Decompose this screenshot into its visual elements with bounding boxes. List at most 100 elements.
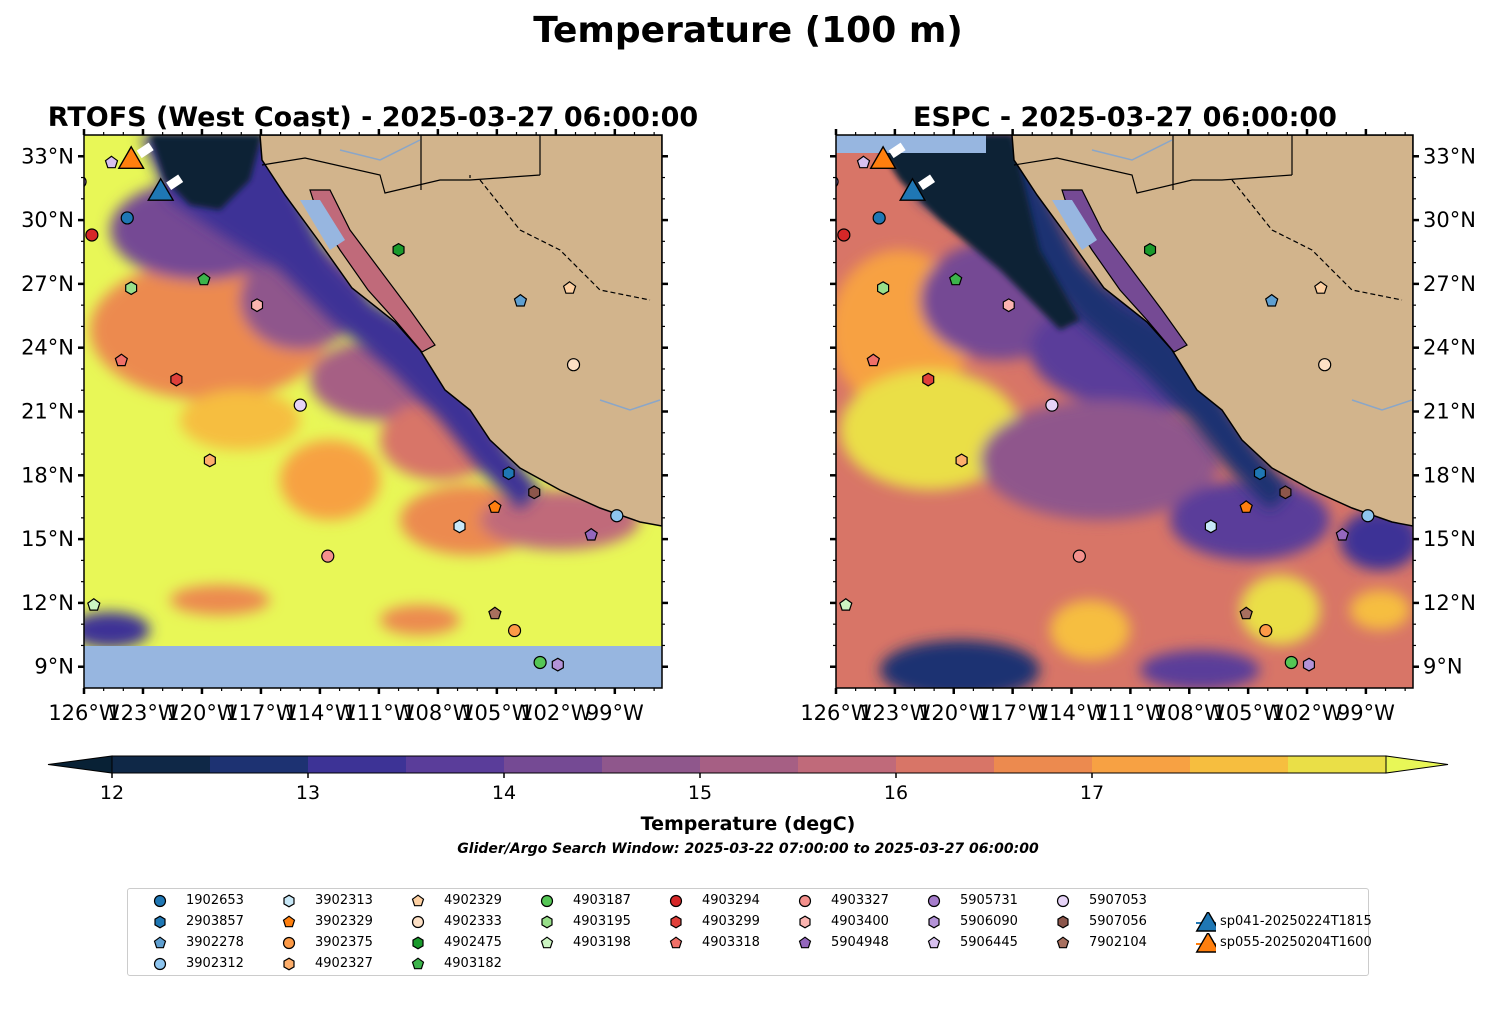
glider-marker-sp055-20250204T1600 <box>117 145 145 170</box>
lon-tick-label: 117°W <box>225 701 297 725</box>
legend-label: 4902327 <box>315 956 373 971</box>
lat-tick-label: 30°N <box>21 208 74 232</box>
legend-float-marker <box>669 936 683 949</box>
lat-tick-label: 21°N <box>1423 400 1476 424</box>
float-marker-7902104 <box>488 606 502 620</box>
colorbar-tick-label: 17 <box>1080 782 1104 804</box>
legend-float-marker <box>282 936 296 950</box>
legend-marker-icon <box>283 894 295 908</box>
float-marker-3902329 <box>488 500 502 513</box>
legend-float-marker <box>282 915 296 928</box>
rivers <box>339 139 661 411</box>
legend-marker-icon <box>1056 894 1070 908</box>
rivers <box>1091 139 1413 411</box>
float-marker-5906445 <box>856 155 871 169</box>
float-marker-3902329 <box>1239 500 1253 513</box>
colorbar-tick-label: 13 <box>296 782 320 804</box>
float-marker-4902475 <box>392 242 405 257</box>
lon-tick-label: 123°W <box>107 701 179 725</box>
legend-label: 5907053 <box>1089 893 1147 908</box>
legend-float-marker <box>283 957 295 971</box>
panel-title: RTOFS (West Coast) - 2025-03-27 06:00:00 <box>48 102 698 133</box>
colorbar-bin <box>700 756 799 773</box>
legend-float-marker <box>540 894 554 908</box>
legend-label: 3902313 <box>315 893 373 908</box>
legend-marker-icon <box>670 915 682 929</box>
float-marker-5907056 <box>1279 485 1292 500</box>
float-marker-3902312 <box>610 509 624 523</box>
legend-float-marker <box>153 936 167 949</box>
float-marker-3902375 <box>507 623 522 638</box>
legend-float-marker <box>153 957 167 971</box>
lon-tick-label: 120°W <box>918 701 990 725</box>
borders <box>261 135 541 194</box>
glider-track-sp041-20250224T1815 <box>918 174 936 191</box>
legend-marker-icon <box>799 915 811 929</box>
colorbar-tick-label: 14 <box>492 782 516 804</box>
lat-tick-label: 15°N <box>21 527 74 551</box>
float-marker-4903195 <box>125 281 138 296</box>
legend-marker-icon <box>282 915 296 928</box>
legend-float-marker <box>283 894 295 908</box>
glider-marker-sp055-20250204T1600 <box>869 145 897 170</box>
glider-track-sp041-20250224T1815 <box>166 174 184 191</box>
legend-float-marker <box>412 936 424 950</box>
borders <box>1013 135 1293 194</box>
colorbar-bin <box>504 756 603 773</box>
lon-tick-label: 123°W <box>859 701 931 725</box>
legend-float-marker <box>670 915 682 929</box>
legend-float-marker <box>154 915 166 929</box>
float-marker-7902104 <box>1239 606 1253 620</box>
espc-panel: ESPC - 2025-03-27 06:00:00 <box>800 102 1476 725</box>
legend-marker-icon <box>412 936 424 950</box>
float-marker-3902313 <box>1204 519 1217 534</box>
legend-marker-icon <box>927 936 941 949</box>
legend-label: 4903182 <box>444 956 502 971</box>
legend-float-marker <box>1056 936 1070 949</box>
float-marker-4903187 <box>533 655 547 670</box>
colorbar-bin <box>602 756 701 773</box>
float-marker-4903299 <box>922 372 935 387</box>
lat-tick-label: 33°N <box>1423 144 1476 168</box>
figure: Temperature (100 m) RTOFS (West Coast) -… <box>21 10 1476 857</box>
legend-label: 3902329 <box>315 914 373 929</box>
lon-tick-label: 99°W <box>586 701 644 725</box>
legend-label: 4903294 <box>702 893 760 908</box>
float-marker-3902278 <box>513 293 528 307</box>
lat-tick-label: 24°N <box>21 336 74 360</box>
float-marker-2903857 <box>502 466 515 481</box>
legend-float-marker <box>411 957 425 970</box>
legend-label: 4903299 <box>702 914 760 929</box>
legend-float-marker <box>669 894 683 908</box>
legend-label: 4903187 <box>573 893 631 908</box>
colorbar-tick-label: 12 <box>100 782 124 804</box>
legend-glider-marker <box>1195 912 1216 932</box>
legend-label: 4902333 <box>444 914 502 929</box>
float-marker-5907056 <box>528 485 541 500</box>
lon-tick-label: 105°W <box>461 701 533 725</box>
state-borders <box>479 179 651 301</box>
glider-track-sp055-20250204T1600 <box>136 142 154 159</box>
lon-tick-label: 102°W <box>520 701 592 725</box>
float-marker-5907053 <box>1045 398 1059 412</box>
state-borders <box>1231 179 1403 301</box>
colorbar-bin <box>798 756 897 773</box>
legend-label: sp055-20250204T1600 <box>1220 935 1372 950</box>
float-marker-4902329 <box>1314 281 1328 294</box>
coastal-nodata <box>300 200 345 250</box>
float-marker-4903318 <box>114 353 129 367</box>
legend-marker-icon <box>1195 933 1216 953</box>
lon-tick-label: 114°W <box>1036 701 1108 725</box>
colorbar-bin <box>1190 756 1289 773</box>
lat-tick-label: 9°N <box>34 655 74 679</box>
float-marker-4902333 <box>1318 358 1332 372</box>
float-marker-1902653 <box>120 211 134 225</box>
float-marker-4903294 <box>85 228 99 242</box>
float-marker-4903299 <box>170 372 183 387</box>
nodata-band <box>84 646 662 688</box>
float-marker-4903198 <box>839 598 853 611</box>
coastal-cold-core <box>150 135 262 210</box>
float-marker-4903195 <box>876 281 890 296</box>
float-marker-5904948 <box>584 527 598 541</box>
float-marker-4903400 <box>1002 298 1015 313</box>
